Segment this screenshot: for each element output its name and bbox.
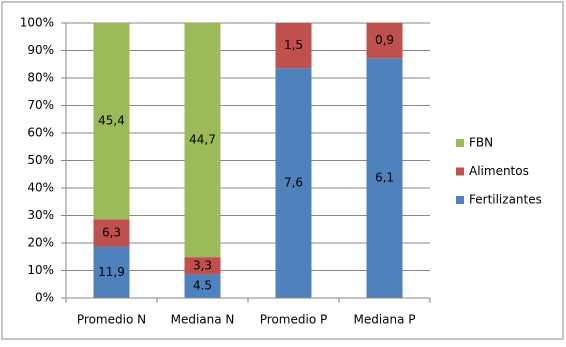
y-tick-label: 40% [27, 181, 54, 195]
y-tick-label: 50% [27, 153, 54, 167]
data-label: 1,5 [284, 38, 303, 52]
legend-swatch [456, 196, 464, 204]
data-label: 6,3 [102, 225, 121, 239]
x-tick-label: Promedio P [260, 313, 327, 327]
bar-segment [184, 274, 221, 298]
bar-segment [184, 257, 221, 275]
bar-segment [366, 23, 403, 59]
x-tick-label: Mediana P [353, 313, 415, 327]
x-tick-label: Promedio N [77, 313, 146, 327]
legend-swatch [456, 167, 464, 176]
legend-swatch [456, 139, 464, 147]
y-tick-label: 60% [27, 126, 54, 140]
bar-segment [93, 23, 130, 220]
legend-label: Fertilizantes [469, 193, 542, 207]
y-tick-label: 100% [20, 16, 54, 30]
y-tick-label: 10% [27, 263, 54, 277]
y-tick-label: 0% [35, 291, 54, 305]
data-label: 4.5 [193, 279, 212, 293]
legend-label: FBN [469, 136, 493, 150]
y-tick-label: 80% [27, 71, 54, 85]
data-label: 0,9 [375, 33, 394, 47]
y-tick-label: 70% [27, 98, 54, 112]
data-label: 3,3 [193, 258, 212, 272]
bar-segment [93, 246, 130, 298]
data-label: 11,9 [98, 265, 125, 279]
bar-segment [275, 23, 312, 69]
x-tick-label: Mediana N [171, 313, 235, 327]
data-label: 6,1 [375, 171, 394, 185]
bar-segment [366, 58, 403, 298]
data-label: 7,6 [284, 176, 303, 190]
y-tick-label: 20% [27, 236, 54, 250]
bar-segment [93, 219, 130, 247]
y-tick-label: 30% [27, 208, 54, 222]
bar-segment [275, 68, 312, 298]
data-label: 45,4 [98, 114, 125, 128]
data-label: 44,7 [189, 133, 216, 147]
y-tick-label: 90% [27, 43, 54, 57]
bar-segment [184, 23, 221, 258]
legend-label: Alimentos [469, 164, 529, 178]
